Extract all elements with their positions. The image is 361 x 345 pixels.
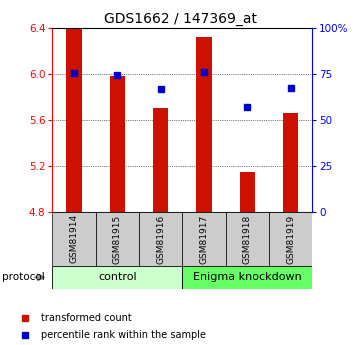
Text: protocol: protocol — [2, 273, 44, 282]
Bar — [226, 212, 269, 266]
Text: GDS1662 / 147369_at: GDS1662 / 147369_at — [104, 12, 257, 26]
Bar — [240, 172, 255, 212]
Bar — [269, 212, 312, 266]
Text: GSM81915: GSM81915 — [113, 214, 122, 264]
Bar — [153, 108, 168, 212]
Text: transformed count: transformed count — [41, 313, 131, 323]
Bar — [52, 266, 182, 289]
Bar — [66, 29, 82, 212]
Bar — [96, 212, 139, 266]
Bar — [283, 113, 298, 212]
Text: Enigma knockdown: Enigma knockdown — [193, 273, 302, 282]
Text: GSM81917: GSM81917 — [200, 214, 208, 264]
Bar — [139, 212, 182, 266]
Bar — [182, 212, 226, 266]
Text: GSM81919: GSM81919 — [286, 214, 295, 264]
Bar — [110, 76, 125, 212]
Text: GSM81918: GSM81918 — [243, 214, 252, 264]
Text: GSM81916: GSM81916 — [156, 214, 165, 264]
Bar — [182, 266, 312, 289]
Bar — [52, 212, 96, 266]
Text: GSM81914: GSM81914 — [70, 214, 78, 264]
Bar — [196, 37, 212, 212]
Text: control: control — [98, 273, 136, 282]
Text: percentile rank within the sample: percentile rank within the sample — [41, 331, 206, 340]
